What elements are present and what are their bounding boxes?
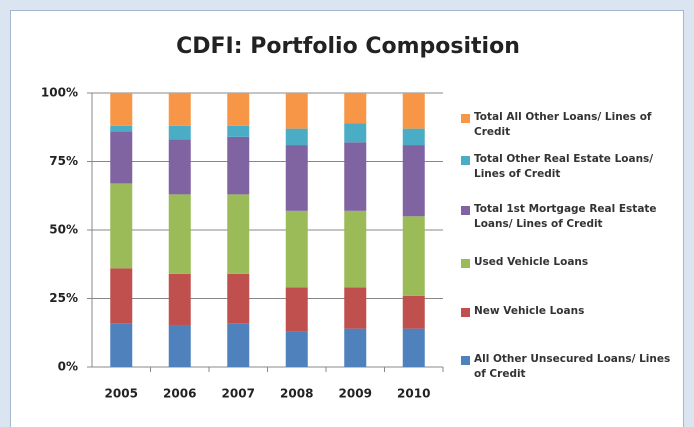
- bar-segment: [168, 139, 191, 195]
- bar-segment: [110, 125, 133, 132]
- y-tick-label: 0%: [58, 360, 78, 374]
- legend-label: New Vehicle Loans: [474, 305, 585, 317]
- bar-segment: [344, 142, 367, 211]
- bar-segment: [344, 287, 367, 329]
- legend-label: Total Other Real Estate Loans/ Lines of …: [474, 153, 654, 180]
- bar-segment: [344, 123, 367, 143]
- bar-segment: [402, 93, 425, 129]
- x-tick-label: 2010: [397, 387, 430, 401]
- legend-swatch: [461, 206, 470, 215]
- x-tick-label: 2008: [280, 387, 313, 401]
- legend-label: Total 1st Mortgage Real Estate Loans/ Li…: [474, 203, 657, 230]
- bar-segment: [344, 210, 367, 288]
- bar-segment: [227, 323, 250, 367]
- bar-segment: [402, 295, 425, 329]
- bar-segment: [285, 93, 308, 129]
- bar-segment: [402, 128, 425, 146]
- chart-title: CDFI: Portfolio Composition: [176, 34, 520, 59]
- bar-segment: [227, 136, 250, 195]
- bar-segment: [168, 93, 191, 126]
- bar-segment: [110, 323, 133, 367]
- bar-segment: [227, 273, 250, 324]
- legend-swatch: [461, 259, 470, 268]
- bar-segment: [168, 273, 191, 326]
- y-tick-label: 25%: [49, 291, 78, 305]
- bar-segment: [402, 328, 425, 367]
- bar-segment: [168, 194, 191, 274]
- bar-segment: [168, 325, 191, 367]
- x-tick-label: 2009: [339, 387, 372, 401]
- bar-segment: [344, 328, 367, 367]
- legend-label: Total All Other Loans/ Lines of Credit: [474, 111, 652, 138]
- bar-segment: [285, 287, 308, 332]
- bar-segment: [110, 131, 133, 184]
- legend-label: All Other Unsecured Loans/ Lines of Cred…: [474, 353, 671, 380]
- bar-segment: [227, 125, 250, 137]
- legend-swatch: [461, 156, 470, 165]
- bar-segment: [285, 210, 308, 288]
- legend-swatch: [461, 356, 470, 365]
- bar-segment: [285, 331, 308, 367]
- y-tick-label: 50%: [49, 223, 78, 237]
- bar-segment: [402, 145, 425, 217]
- bar-segment: [110, 268, 133, 324]
- bar-segment: [344, 93, 367, 124]
- y-tick-label: 75%: [49, 154, 78, 168]
- legend-label: Used Vehicle Loans: [474, 256, 589, 268]
- legend-swatch: [461, 308, 470, 317]
- legend-swatch: [461, 114, 470, 123]
- bar-segment: [168, 125, 191, 140]
- bar-segment: [110, 93, 133, 126]
- bar-segment: [227, 93, 250, 126]
- bar-segment: [285, 145, 308, 211]
- bar-segment: [402, 216, 425, 296]
- x-tick-label: 2007: [222, 387, 255, 401]
- x-tick-label: 2005: [105, 387, 138, 401]
- bar-segment: [110, 183, 133, 269]
- bar-segment: [227, 194, 250, 274]
- y-tick-label: 100%: [41, 86, 78, 100]
- x-tick-label: 2006: [163, 387, 196, 401]
- bar-segment: [285, 128, 308, 146]
